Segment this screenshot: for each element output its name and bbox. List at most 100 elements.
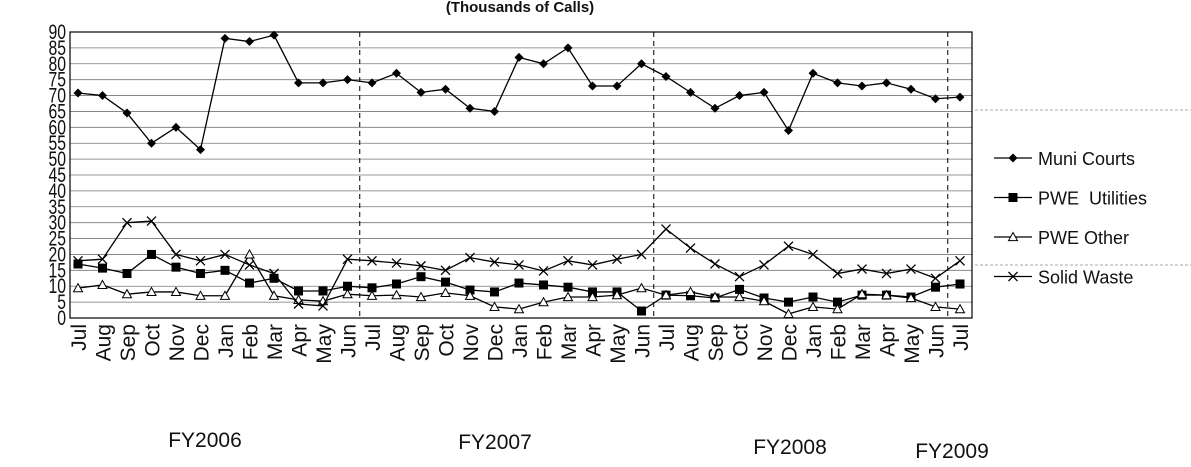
y-tick-label: 60	[48, 115, 66, 139]
marker	[269, 30, 279, 40]
x-tick-label: Jun	[632, 324, 655, 358]
y-tick-label: 45	[48, 163, 66, 187]
marker	[882, 78, 891, 88]
x-tick-label: Jul	[68, 324, 91, 351]
marker	[710, 259, 720, 269]
x-tick-label: Dec	[191, 324, 214, 361]
marker	[146, 216, 157, 227]
marker	[220, 249, 230, 260]
marker	[930, 273, 941, 284]
marker	[391, 258, 402, 268]
marker	[465, 103, 475, 113]
marker	[122, 108, 132, 118]
marker	[220, 33, 230, 43]
x-tick-label: May	[901, 324, 924, 364]
x-tick-label: Sep	[117, 324, 140, 361]
marker	[734, 271, 745, 282]
y-tick-label: 5	[57, 290, 66, 314]
y-tick-label: 30	[48, 210, 66, 234]
marker	[73, 259, 83, 269]
x-tick-label: Feb	[828, 324, 851, 360]
marker	[73, 255, 83, 266]
y-tick-label: 40	[48, 179, 66, 203]
marker	[514, 278, 524, 288]
marker	[906, 264, 916, 275]
y-tick-label: 55	[48, 131, 66, 155]
marker	[685, 243, 696, 254]
marker	[539, 280, 548, 290]
marker	[196, 145, 205, 155]
marker	[121, 288, 133, 299]
marker	[637, 306, 646, 316]
marker	[318, 78, 328, 88]
marker	[490, 106, 499, 116]
marker	[416, 87, 426, 97]
marker	[366, 290, 378, 300]
marker	[392, 279, 401, 289]
marker	[195, 290, 206, 300]
legend-label: PWE Other	[1038, 228, 1129, 248]
marker	[587, 259, 598, 270]
x-tick-label: Dec	[485, 324, 508, 361]
marker	[464, 290, 476, 300]
marker	[391, 289, 402, 300]
marker	[294, 286, 303, 296]
marker	[808, 292, 818, 302]
marker	[1008, 153, 1018, 163]
x-tick-label: Nov	[754, 324, 777, 362]
marker	[513, 303, 525, 314]
legend-label: Muni Courts	[1038, 149, 1135, 169]
y-tick-label: 90	[48, 20, 66, 44]
x-tick-label: Oct	[436, 324, 459, 357]
marker	[1008, 271, 1018, 282]
marker	[758, 295, 770, 306]
x-tick-label: May	[607, 324, 630, 364]
y-tick-label: 15	[48, 258, 66, 282]
y-tick-label: 75	[48, 67, 66, 91]
marker	[686, 87, 695, 97]
marker	[268, 290, 280, 300]
marker	[734, 291, 745, 302]
marker	[293, 299, 304, 309]
marker	[441, 84, 450, 94]
y-tick-label: 80	[48, 52, 66, 76]
marker	[367, 78, 377, 88]
marker	[171, 249, 181, 260]
marker	[97, 254, 108, 265]
marker	[367, 283, 377, 293]
x-tick-label: Jan	[215, 324, 238, 358]
marker	[538, 266, 549, 276]
marker	[857, 81, 867, 91]
marker	[465, 252, 475, 263]
marker	[832, 303, 843, 314]
marker	[147, 249, 156, 259]
x-tick-label: Feb	[240, 324, 263, 360]
marker	[808, 68, 818, 78]
marker	[930, 301, 941, 311]
marker	[342, 254, 353, 265]
marker	[954, 303, 966, 314]
marker	[735, 284, 744, 294]
marker	[709, 291, 721, 302]
marker	[489, 301, 500, 311]
marker	[245, 278, 254, 288]
marker	[196, 269, 205, 279]
marker	[833, 297, 842, 307]
marker	[122, 269, 132, 279]
marker	[72, 282, 84, 293]
fiscal-year-label: FY2006	[168, 429, 242, 452]
marker	[318, 300, 328, 311]
marker	[97, 279, 108, 290]
x-tick-label: Mar	[852, 324, 875, 360]
marker	[440, 287, 451, 297]
fiscal-year-label: FY2007	[458, 431, 532, 454]
marker	[735, 91, 744, 101]
x-tick-label: Apr	[877, 324, 900, 357]
series-line	[77, 220, 961, 307]
y-tick-label: 85	[48, 36, 66, 60]
marker	[881, 289, 892, 300]
marker	[98, 91, 107, 101]
marker	[514, 52, 524, 62]
marker	[685, 286, 696, 297]
series-line	[77, 34, 961, 151]
